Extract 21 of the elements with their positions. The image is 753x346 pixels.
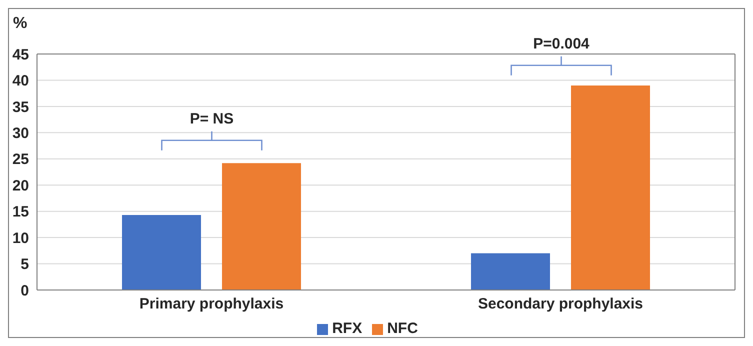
bar xyxy=(222,163,301,290)
y-tick-label: 5 xyxy=(20,256,29,274)
bar xyxy=(122,215,201,290)
y-tick-label: 45 xyxy=(12,46,29,64)
legend-label: NFC xyxy=(387,320,418,337)
y-tick-label: 15 xyxy=(12,204,29,221)
y-tick-label: 25 xyxy=(12,151,29,168)
annotation: P= NS xyxy=(190,110,234,128)
x-tick-label: Primary prophylaxis xyxy=(139,296,284,313)
bar xyxy=(471,253,550,290)
y-tick-label: 40 xyxy=(12,72,29,90)
y-tick-label: 0 xyxy=(20,282,29,300)
text: P=0.004 xyxy=(533,35,590,52)
y-tick-label: 35 xyxy=(12,98,29,116)
legend-label: RFX xyxy=(332,320,362,337)
y-tick-label: 30 xyxy=(12,124,29,142)
x-tick-label: Secondary prophylaxis xyxy=(478,296,644,313)
y-tick-label: 20 xyxy=(12,177,29,194)
bar xyxy=(571,85,650,290)
y-tick-label: 10 xyxy=(12,230,29,247)
y-axis-title: % xyxy=(13,15,28,33)
